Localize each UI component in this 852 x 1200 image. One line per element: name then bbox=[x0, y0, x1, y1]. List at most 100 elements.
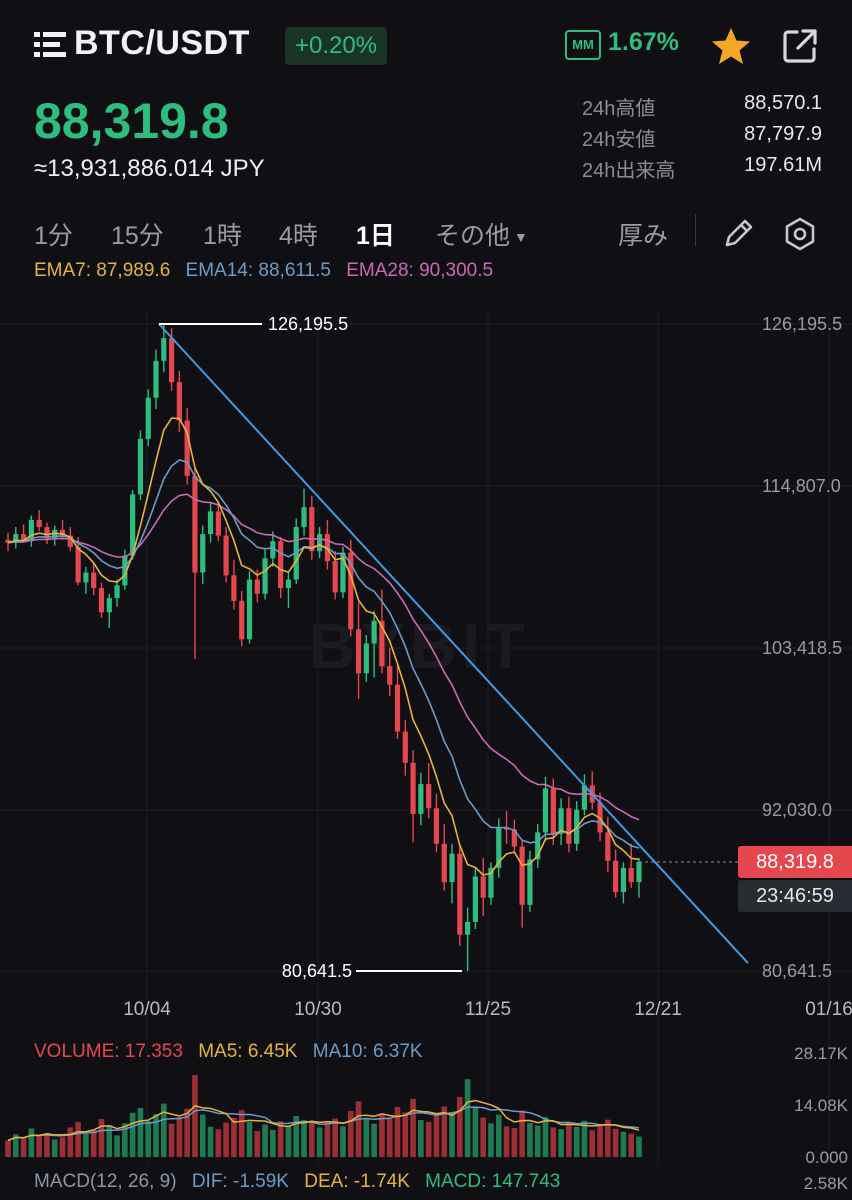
favorite-star-icon[interactable] bbox=[710, 26, 752, 66]
volume-bar bbox=[301, 1120, 307, 1157]
candle-countdown: 23:46:59 bbox=[738, 880, 852, 912]
candle-body bbox=[550, 788, 556, 834]
candle-body bbox=[465, 921, 471, 935]
candle-body bbox=[355, 629, 362, 674]
stat-volume: 24h出来高 197.61M bbox=[582, 154, 822, 185]
pencil-icon[interactable] bbox=[722, 216, 756, 250]
mm-value: 1.67% bbox=[608, 28, 679, 56]
volume-bar bbox=[363, 1119, 370, 1157]
candle-body bbox=[605, 832, 611, 861]
volume-bar bbox=[386, 1118, 393, 1157]
volume-bar bbox=[628, 1133, 634, 1157]
volume-bar bbox=[67, 1127, 74, 1157]
volume-bar bbox=[433, 1115, 440, 1157]
candle-body bbox=[433, 808, 440, 844]
macd-dea: DEA: -1.74K bbox=[304, 1171, 410, 1192]
macd-axis-label: 2.58K bbox=[803, 1174, 848, 1193]
volume-bar bbox=[355, 1101, 362, 1157]
tab-1d[interactable]: 1日 bbox=[356, 222, 395, 250]
tab-more[interactable]: その他 ▼ bbox=[435, 216, 528, 252]
y-axis-label: 80,641.5 bbox=[762, 961, 832, 981]
x-axis-label: 01/16 bbox=[805, 999, 852, 1020]
stat-label: 24h安値 bbox=[582, 129, 656, 151]
pair-title[interactable]: BTC/USDT bbox=[74, 24, 250, 62]
volume-bar bbox=[114, 1135, 120, 1157]
settings-icon[interactable] bbox=[782, 216, 818, 252]
volume-bar bbox=[207, 1126, 214, 1157]
tab-4h[interactable]: 4時 bbox=[279, 222, 318, 250]
candle-body bbox=[161, 338, 167, 361]
volume-bar bbox=[51, 1139, 58, 1157]
volume-bar bbox=[122, 1123, 128, 1157]
candle-body bbox=[262, 558, 268, 594]
candle-body bbox=[130, 494, 136, 556]
change-badge: +0.20% bbox=[285, 27, 388, 65]
macd-dif: DIF: -1.59K bbox=[191, 1171, 289, 1192]
candle-body bbox=[246, 579, 253, 640]
header: BTC/USDT +0.20% MM 1.67% bbox=[0, 0, 852, 90]
candle-body bbox=[122, 555, 128, 586]
ema14-label: EMA14: 88,611.5 bbox=[185, 260, 331, 281]
tab-more-label: その他 bbox=[435, 222, 511, 250]
stat-value: 197.61M bbox=[744, 154, 822, 176]
low-marker-label: 80,641.5 bbox=[282, 961, 352, 981]
candle-body bbox=[441, 843, 447, 883]
volume-bar bbox=[566, 1122, 572, 1157]
candle-body bbox=[176, 382, 182, 421]
external-link-icon[interactable] bbox=[782, 28, 818, 64]
watermark: BYBIT bbox=[309, 610, 531, 682]
candle-body bbox=[348, 552, 354, 630]
volume-bar bbox=[90, 1130, 97, 1157]
volume-bar bbox=[145, 1121, 152, 1157]
tab-1h[interactable]: 1時 bbox=[203, 222, 242, 250]
candle-body bbox=[511, 829, 517, 847]
volume-bar bbox=[98, 1118, 105, 1157]
candle-body bbox=[426, 784, 432, 809]
volume-bar bbox=[309, 1122, 315, 1157]
last-price-tag: 88,319.8 bbox=[738, 846, 852, 878]
volume-bar bbox=[410, 1098, 416, 1157]
candle-body bbox=[566, 808, 572, 844]
candle-body bbox=[387, 666, 393, 685]
candle-body bbox=[519, 846, 525, 905]
volume-bar bbox=[589, 1130, 596, 1157]
volume-bar bbox=[20, 1138, 27, 1157]
volume-bar bbox=[184, 1108, 190, 1157]
candle-body bbox=[449, 853, 455, 883]
volume-bar bbox=[270, 1129, 276, 1157]
volume-axis-label: 28.17K bbox=[794, 1044, 848, 1063]
volume-bar bbox=[199, 1114, 206, 1157]
volume-bar bbox=[425, 1121, 432, 1157]
volume-bar bbox=[285, 1125, 292, 1157]
tab-1m[interactable]: 1分 bbox=[34, 222, 73, 250]
macd-title: MACD(12, 26, 9) bbox=[34, 1171, 177, 1192]
volume-bar bbox=[106, 1125, 113, 1157]
volume-bar bbox=[534, 1125, 541, 1157]
volume-axis-label: 14.08K bbox=[794, 1096, 848, 1115]
menu-icon[interactable] bbox=[34, 31, 66, 59]
depth-tab[interactable]: 厚み bbox=[618, 222, 669, 250]
ema28-label: EMA28: 90,300.5 bbox=[346, 260, 494, 281]
volume-bar bbox=[36, 1135, 42, 1157]
tab-15m[interactable]: 15分 bbox=[111, 222, 164, 250]
candle-body bbox=[270, 541, 276, 559]
volume-bar bbox=[44, 1132, 50, 1157]
volume-bar bbox=[441, 1106, 448, 1157]
volume-bar bbox=[636, 1136, 642, 1157]
volume-bar bbox=[12, 1134, 19, 1157]
volume-bar bbox=[371, 1123, 377, 1157]
candle-body bbox=[457, 853, 463, 935]
candle-body bbox=[215, 511, 221, 536]
volume-ma5-line bbox=[7, 1099, 640, 1142]
stat-low: 24h安値 87,797.9 bbox=[582, 123, 822, 154]
volume-bar bbox=[129, 1112, 136, 1157]
candle-body bbox=[332, 561, 338, 593]
candlestick-chart[interactable]: BYBIT 126,195.5 114,807.0 103,418.5 92,030.0… bbox=[0, 290, 852, 1200]
stat-label: 24h出来高 bbox=[582, 160, 676, 182]
volume-bar bbox=[5, 1140, 11, 1157]
volume-bar bbox=[246, 1121, 253, 1157]
volume-bar bbox=[324, 1121, 331, 1157]
candle-body bbox=[168, 338, 175, 383]
volume-bar bbox=[277, 1121, 284, 1157]
candle-body bbox=[153, 360, 159, 398]
